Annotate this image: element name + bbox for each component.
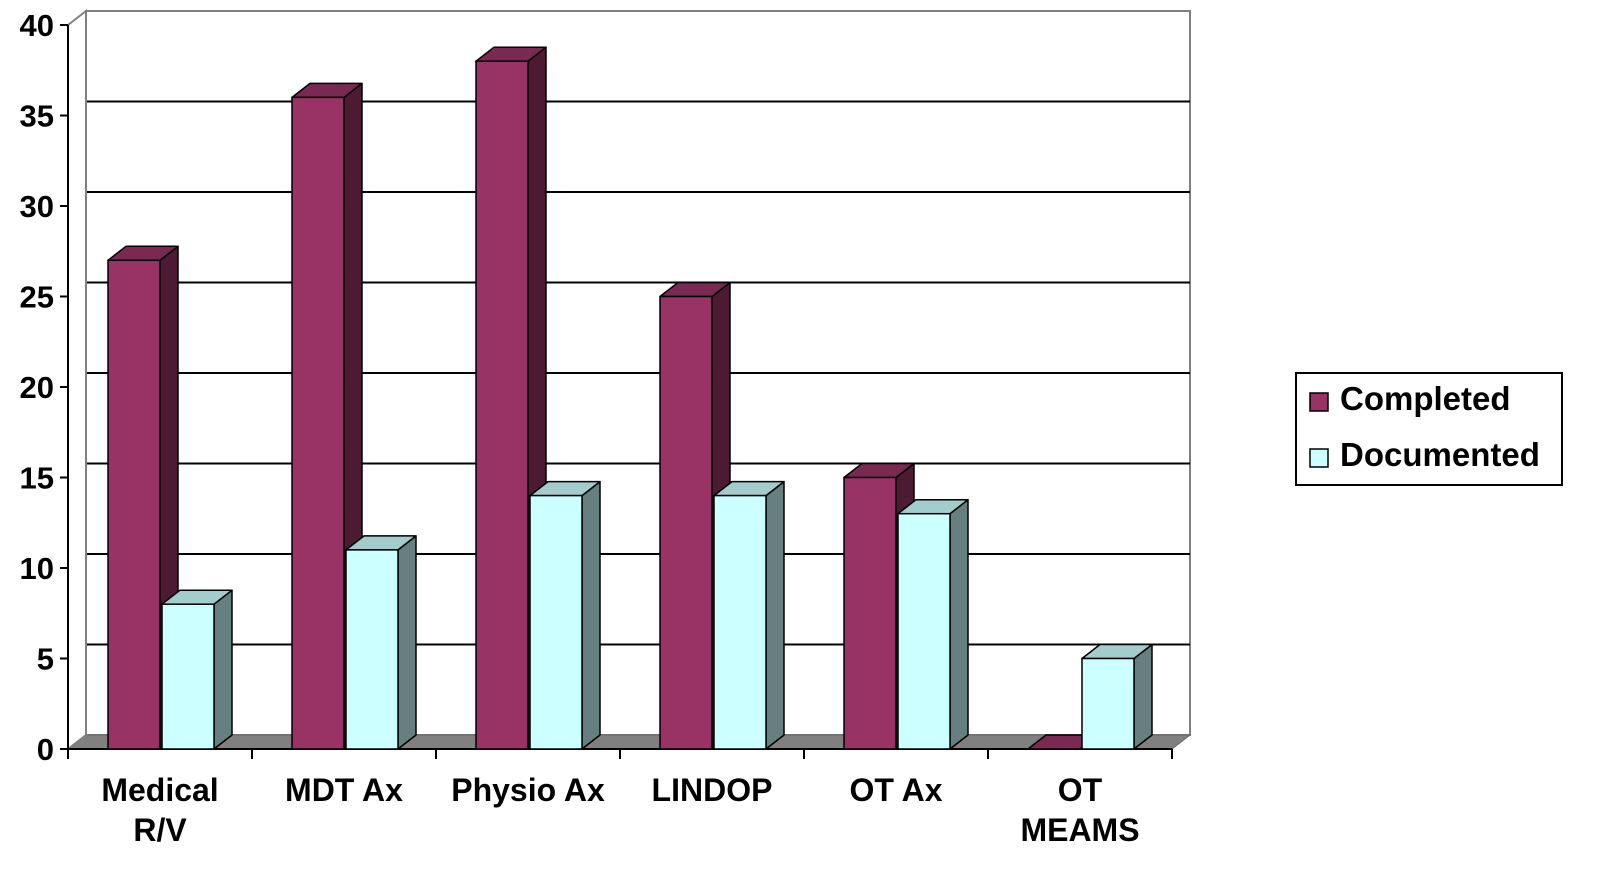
plot-floor [66,734,1192,750]
y-tick-label: 30 [20,189,54,224]
x-category-label: Medical [101,772,218,808]
bars [107,46,1153,750]
legend-swatch-documented [1309,448,1329,468]
x-category-labels: Medical R/V MDT Ax Physio Ax LINDOP OT Ax OT ME… [101,772,1139,848]
x-category-label: LINDOP [652,772,773,808]
y-tick-label: 0 [37,732,54,767]
bar-documented-lindop [713,480,785,750]
legend-label-completed: Completed [1340,380,1511,417]
floor [66,734,1192,750]
bar-side [1133,643,1153,750]
legend-swatch-completed [1309,392,1329,412]
y-tick-label: 40 [20,8,54,43]
y-tick-label: 25 [20,280,54,315]
axes [60,8,1173,759]
y-tick-labels: 0 5 10 15 20 25 30 35 40 [20,8,54,767]
legend-label-documented: Documented [1340,436,1540,473]
bar-side [949,498,969,750]
x-category-label: OT [1058,772,1103,808]
x-category-label: MEAMS [1020,812,1139,848]
x-category-label: OT Ax [849,772,942,808]
bar-documented-ot-ax [897,498,969,750]
bar-front [345,549,399,750]
bar-front [107,259,161,750]
bar-side [397,535,417,750]
bar-front [713,494,767,750]
bar-front [1081,657,1135,750]
side-wall [67,8,87,752]
bar-front [161,603,215,750]
bar-side [581,480,601,750]
bar-documented-medical-r-v [161,589,233,750]
bar-documented-mdt-ax [345,535,417,750]
y-tick-label: 35 [20,99,54,134]
y-tick-label: 10 [20,551,54,586]
x-category-label: Physio Ax [451,772,605,808]
bar-front [843,476,897,750]
y-tick-label: 5 [37,642,54,677]
y-tick-label: 20 [20,370,54,405]
bar-front [897,512,951,750]
bar-side [213,589,233,750]
x-category-label: R/V [133,812,187,848]
x-category-label: MDT Ax [285,772,403,808]
bar-front [291,96,345,750]
bar-completed-medical-r-v [107,245,179,750]
bar-documented-ot-meams [1081,643,1153,750]
gridlines [67,100,1190,660]
bar-front [529,494,583,750]
bar-front [659,295,713,750]
legend-box [1295,372,1563,486]
bar-front [475,60,529,750]
bar-documented-physio-ax [529,480,601,750]
bar-side [765,480,785,750]
legend: Completed Documented [1295,372,1563,486]
y-tick-label: 15 [20,461,54,496]
